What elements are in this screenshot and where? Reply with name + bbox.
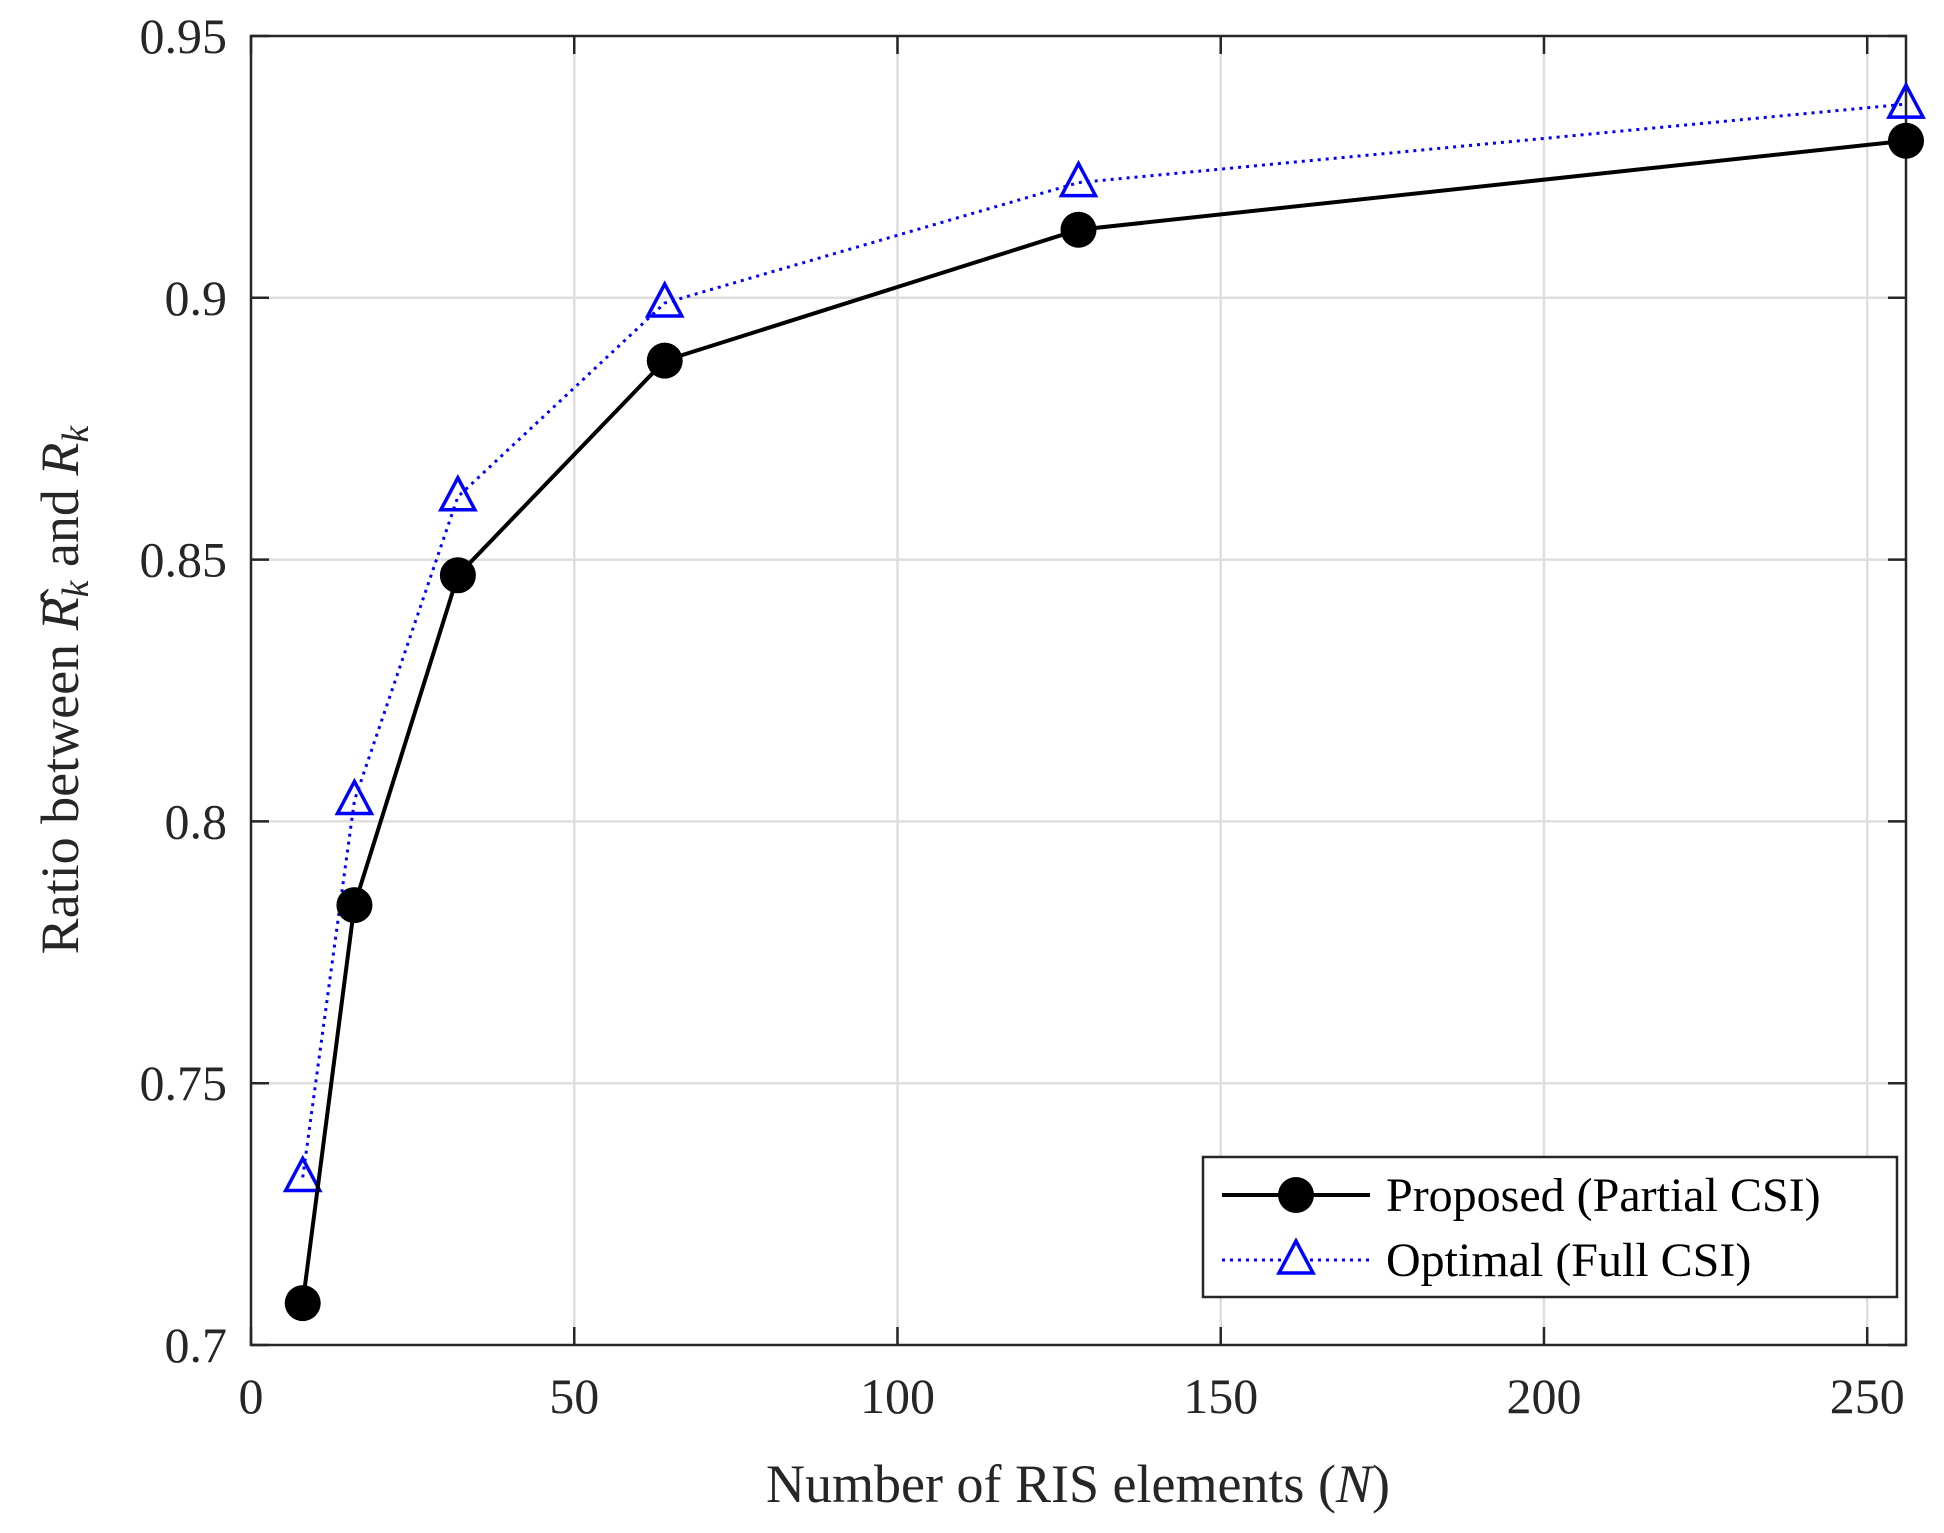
x-tick-label: 250	[1830, 1368, 1905, 1424]
data-point-proposed	[439, 557, 476, 594]
x-tick-label: 200	[1506, 1368, 1581, 1424]
y-tick-label: 0.9	[165, 270, 228, 326]
series-layer	[282, 81, 1926, 1322]
legend-label-optimal: Optimal (Full CSI)	[1386, 1234, 1751, 1287]
data-point-proposed	[646, 342, 683, 379]
data-point-optimal	[282, 1154, 323, 1193]
grid-lines	[251, 36, 1906, 1345]
plot-frame	[249, 34, 1908, 1347]
data-point-optimal	[334, 777, 375, 816]
y-tick-label: 0.95	[140, 8, 228, 64]
data-point-proposed	[284, 1285, 321, 1322]
y-tick-label: 0.7	[165, 1317, 228, 1373]
data-point-proposed	[1060, 211, 1097, 248]
legend: Proposed (Partial CSI) Optimal (Full CSI…	[1201, 1155, 1899, 1299]
y-tick-labels: 0.7 0.75 0.8 0.85 0.9 0.95	[140, 8, 228, 1373]
x-tick-label: 50	[549, 1368, 599, 1424]
data-point-proposed	[336, 887, 373, 924]
data-point-optimal	[1886, 81, 1926, 119]
legend-marker-optimal	[1276, 1237, 1316, 1275]
data-point-optimal	[644, 280, 685, 318]
legend-box	[1201, 1155, 1899, 1299]
y-tick-label: 0.85	[140, 532, 228, 588]
x-axis-title: Number of RIS elements (N)	[766, 1454, 1390, 1514]
y-tick-label: 0.8	[165, 793, 228, 849]
x-tick-label: 0	[239, 1368, 264, 1424]
data-point-optimal	[1058, 159, 1099, 198]
x-tick-label: 100	[860, 1368, 935, 1424]
x-tick-labels: 0 50 100 150 200 250	[239, 1368, 1905, 1424]
y-tick-label: 0.75	[140, 1055, 228, 1111]
data-point-proposed	[1888, 122, 1924, 159]
legend-label-proposed: Proposed (Partial CSI)	[1386, 1169, 1821, 1222]
series-line-proposed	[300, 138, 1907, 1304]
y-axis-title: Ratio between R̂k and Rk	[30, 425, 97, 955]
x-tick-label: 150	[1183, 1368, 1258, 1424]
series-line-optimal	[301, 102, 1907, 1178]
legend-marker-proposed	[1278, 1177, 1314, 1213]
data-point-optimal	[437, 474, 478, 512]
plot-area	[251, 36, 1906, 1345]
